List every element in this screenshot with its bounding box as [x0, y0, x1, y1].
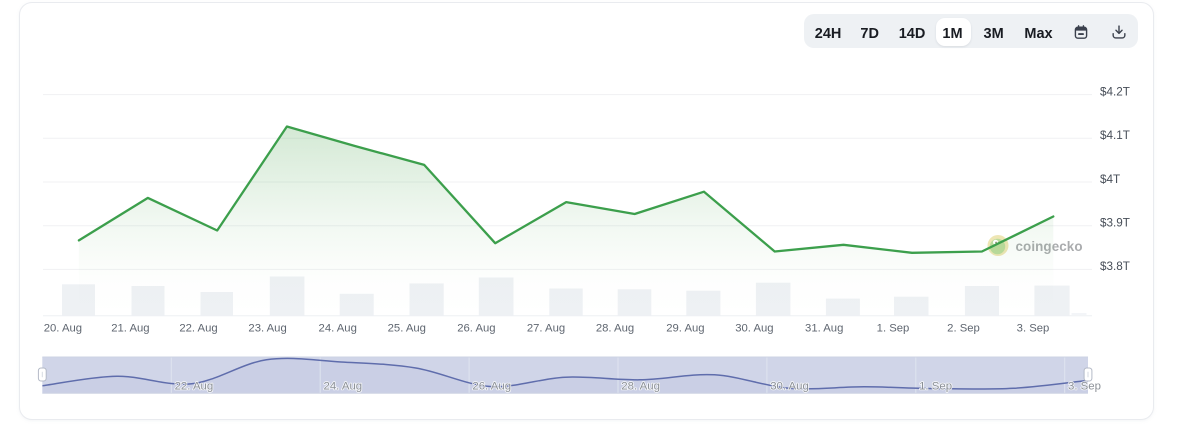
svg-text:26. Aug: 26. Aug — [472, 380, 511, 392]
svg-text:24. Aug: 24. Aug — [324, 380, 363, 392]
svg-text:20. Aug: 20. Aug — [44, 323, 82, 335]
svg-text:1. Sep: 1. Sep — [919, 380, 952, 392]
svg-text:28. Aug: 28. Aug — [596, 323, 634, 335]
svg-text:23. Aug: 23. Aug — [248, 323, 286, 335]
svg-text:3. Sep: 3. Sep — [1017, 323, 1050, 335]
svg-text:28. Aug: 28. Aug — [621, 380, 660, 392]
svg-text:1. Sep: 1. Sep — [877, 323, 910, 335]
svg-text:27. Aug: 27. Aug — [527, 323, 565, 335]
svg-text:$3.8T: $3.8T — [1100, 260, 1130, 273]
svg-text:26. Aug: 26. Aug — [457, 323, 495, 335]
svg-text:31. Aug: 31. Aug — [805, 323, 843, 335]
svg-text:$4.1T: $4.1T — [1100, 129, 1130, 142]
svg-text:$4T: $4T — [1100, 173, 1120, 186]
svg-text:30. Aug: 30. Aug — [735, 323, 773, 335]
svg-text:22. Aug: 22. Aug — [179, 323, 217, 335]
svg-text:29. Aug: 29. Aug — [666, 323, 704, 335]
svg-text:24. Aug: 24. Aug — [319, 323, 357, 335]
svg-text:$4.2T: $4.2T — [1100, 85, 1130, 98]
svg-text:22. Aug: 22. Aug — [175, 380, 214, 392]
svg-text:30. Aug: 30. Aug — [770, 380, 809, 392]
svg-text:21. Aug: 21. Aug — [111, 323, 149, 335]
svg-text:3. Sep: 3. Sep — [1068, 380, 1101, 392]
svg-text:25. Aug: 25. Aug — [388, 323, 426, 335]
svg-text:2. Sep: 2. Sep — [947, 323, 980, 335]
svg-text:$3.9T: $3.9T — [1100, 217, 1130, 230]
